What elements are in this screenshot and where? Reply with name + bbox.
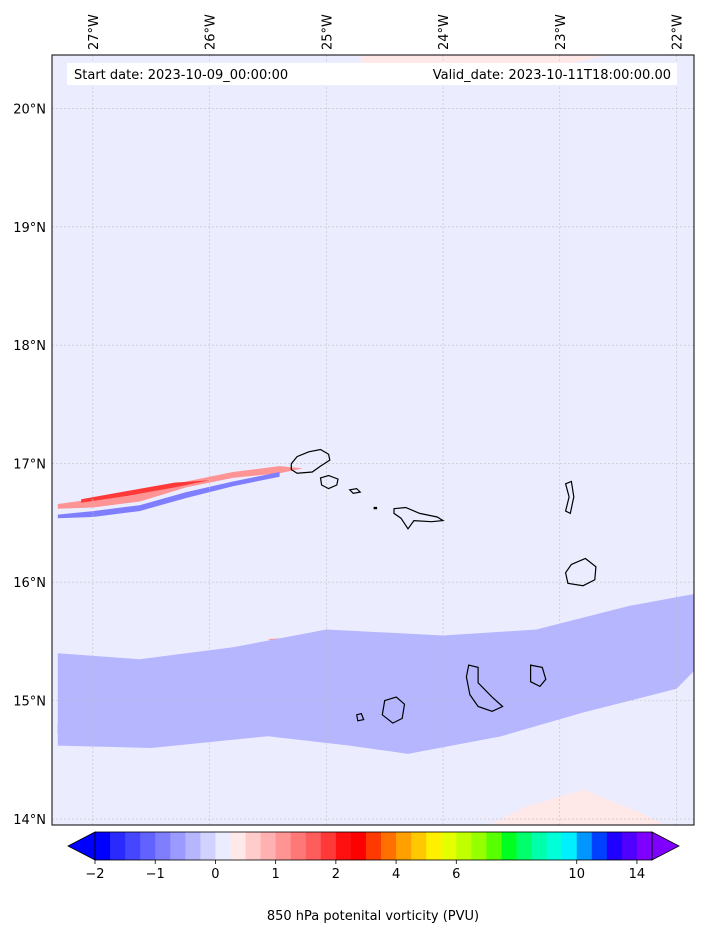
colorbar-segment bbox=[516, 832, 533, 860]
map-frame bbox=[51, 54, 695, 826]
colorbar-segment bbox=[125, 832, 141, 860]
colorbar-segment bbox=[260, 832, 277, 860]
lon-tick-label: 22°W bbox=[671, 14, 686, 50]
pv-feature-north-positive-streak bbox=[57, 466, 303, 509]
lon-tick-label: 25°W bbox=[320, 14, 335, 50]
colorbar-segment bbox=[230, 832, 247, 860]
gridlines bbox=[52, 55, 694, 825]
valid-date-label: Valid_date: 2023-10-11T18:00:00.00 bbox=[433, 68, 671, 83]
colorbar-tick-label: 0 bbox=[211, 867, 219, 882]
latitude-ticks: 20°N 19°N 18°N 17°N 16°N 15°N 14°N bbox=[13, 102, 46, 828]
island-outline bbox=[373, 506, 378, 510]
colorbar-segment bbox=[591, 832, 608, 860]
colorbar-tick-label: −1 bbox=[146, 867, 165, 882]
coastlines bbox=[290, 448, 597, 724]
colorbar: −2 −1 0 1 2 4 6 10 14 bbox=[67, 831, 680, 882]
lon-tick-label: 27°W bbox=[87, 14, 102, 50]
lat-tick-label: 19°N bbox=[13, 221, 46, 236]
colorbar-segment bbox=[396, 832, 412, 860]
colorbar-segment bbox=[290, 832, 307, 860]
colorbar-segment bbox=[486, 832, 502, 860]
longitude-ticks: 27°W 26°W 25°W 24°W 23°W 22°W bbox=[87, 14, 686, 50]
island-outline bbox=[290, 448, 331, 474]
colorbar-segment bbox=[501, 832, 518, 860]
colorbar-segment bbox=[606, 832, 623, 860]
colorbar-tick-label: 2 bbox=[332, 867, 340, 882]
lon-tick-label: 24°W bbox=[437, 14, 452, 50]
colorbar-segment bbox=[185, 832, 201, 860]
colorbar-segment bbox=[441, 832, 457, 860]
map-area bbox=[52, 55, 694, 825]
colorbar-segment bbox=[561, 832, 578, 860]
lat-tick-label: 15°N bbox=[13, 695, 46, 710]
colorbar-label: 850 hPa potenital vorticity (PVU) bbox=[267, 909, 479, 924]
colorbar-segment bbox=[305, 832, 322, 860]
colorbar-tick-label: 1 bbox=[271, 867, 279, 882]
colorbar-tick-label: −2 bbox=[85, 867, 104, 882]
lat-tick-label: 17°N bbox=[13, 458, 46, 473]
colorbar-segment bbox=[95, 832, 111, 860]
pv-feature-southeast-positive-patch bbox=[489, 789, 665, 825]
colorbar-segment bbox=[621, 832, 638, 860]
lat-tick-label: 16°N bbox=[13, 576, 46, 591]
colorbar-segment bbox=[471, 832, 487, 860]
island-outline bbox=[564, 480, 575, 515]
colorbar-segment bbox=[350, 832, 367, 860]
lat-tick-label: 20°N bbox=[13, 102, 46, 117]
colorbar-segment bbox=[155, 832, 171, 860]
colorbar-segment bbox=[576, 832, 593, 860]
start-date-label: Start date: 2023-10-09_00:00:00 bbox=[74, 68, 288, 83]
colorbar-segment bbox=[365, 832, 382, 860]
lat-tick-label: 14°N bbox=[13, 813, 46, 828]
colorbar-frame bbox=[94, 831, 653, 861]
island-outline bbox=[356, 712, 365, 722]
date-info-box bbox=[67, 63, 677, 85]
colorbar-segment bbox=[245, 832, 262, 860]
lon-tick-label: 23°W bbox=[554, 14, 569, 50]
colorbar-tick-label: 14 bbox=[629, 867, 646, 882]
colorbar-tick-label: 4 bbox=[392, 867, 400, 882]
colorbar-segment bbox=[636, 832, 653, 860]
island-outline bbox=[319, 474, 339, 490]
colorbar-segment bbox=[531, 832, 548, 860]
pv-feature-north-negative-streak bbox=[57, 472, 280, 519]
colorbar-segment bbox=[381, 832, 397, 860]
colorbar-tick-label: 10 bbox=[568, 867, 585, 882]
island-outline bbox=[393, 506, 445, 530]
island-outline bbox=[381, 696, 406, 724]
island-outline bbox=[564, 557, 597, 587]
colorbar-segment bbox=[320, 832, 337, 860]
colorbar-segment bbox=[335, 832, 352, 860]
colorbar-segment bbox=[215, 832, 231, 860]
colorbar-tick-label: 6 bbox=[452, 867, 460, 882]
lat-tick-label: 18°N bbox=[13, 339, 46, 354]
colorbar-segment bbox=[140, 832, 156, 860]
colorbar-segment bbox=[426, 832, 442, 860]
island-outline bbox=[529, 664, 547, 688]
lon-tick-label: 26°W bbox=[204, 14, 219, 50]
colorbar-segment bbox=[110, 832, 126, 860]
pv-feature-north-positive-core bbox=[81, 480, 210, 503]
colorbar-segment bbox=[546, 832, 563, 860]
island-outline bbox=[348, 487, 362, 494]
colorbar-segment bbox=[275, 832, 292, 860]
pv-feature-south-negative-broad bbox=[57, 594, 694, 754]
island-outline bbox=[465, 664, 504, 712]
colorbar-segment bbox=[170, 832, 186, 860]
colorbar-segment bbox=[456, 832, 472, 860]
colorbar-segment bbox=[200, 832, 216, 860]
colorbar-segment bbox=[411, 832, 427, 860]
